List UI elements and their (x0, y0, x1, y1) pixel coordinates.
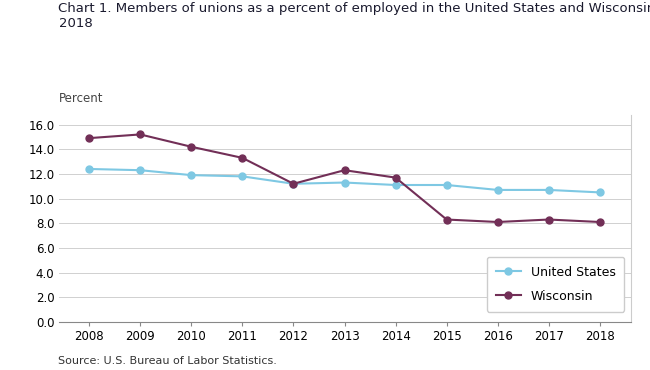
Text: Source: U.S. Bureau of Labor Statistics.: Source: U.S. Bureau of Labor Statistics. (58, 356, 278, 366)
United States (187, 173, 195, 177)
United States (239, 174, 246, 179)
Wisconsin (494, 220, 502, 224)
Wisconsin (187, 145, 195, 149)
Wisconsin (136, 132, 144, 137)
Wisconsin (85, 136, 93, 140)
Wisconsin (596, 220, 604, 224)
Wisconsin (341, 168, 348, 172)
Legend: United States, Wisconsin: United States, Wisconsin (487, 257, 624, 312)
Wisconsin (239, 156, 246, 160)
United States (289, 182, 297, 186)
United States (596, 190, 604, 195)
United States (443, 183, 450, 187)
United States (545, 188, 552, 192)
Line: United States: United States (86, 165, 603, 196)
United States (136, 168, 144, 172)
Text: Chart 1. Members of unions as a percent of employed in the United States and Wis: Chart 1. Members of unions as a percent … (58, 2, 650, 30)
Text: Percent: Percent (58, 92, 103, 105)
Wisconsin (392, 175, 400, 180)
Wisconsin (545, 217, 552, 222)
United States (392, 183, 400, 187)
United States (85, 167, 93, 171)
Wisconsin (289, 182, 297, 186)
Line: Wisconsin: Wisconsin (86, 131, 603, 225)
United States (341, 180, 348, 185)
Wisconsin (443, 217, 450, 222)
United States (494, 188, 502, 192)
